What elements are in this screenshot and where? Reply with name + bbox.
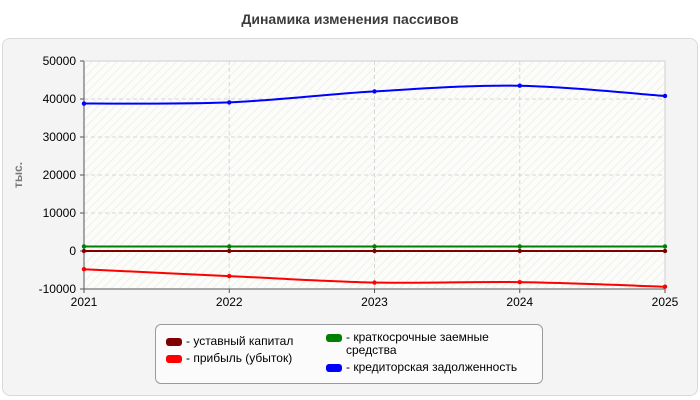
x-tick-label: 2024 [506,295,533,309]
chart-title: Динамика изменения пассивов [241,11,459,27]
data-point [81,244,87,249]
y-tick-label: 40000 [43,92,77,106]
data-point [517,279,522,285]
data-point [227,100,232,105]
data-point [662,248,668,254]
legend-label: - уставный капитал [186,334,294,348]
y-tick-label: 30000 [43,130,77,144]
legend-swatch [326,334,342,342]
chart-legend: - уставный капитал - прибыль (убыток) - … [155,324,543,384]
x-tick-label: 2023 [361,295,388,309]
y-tick-label: -10000 [39,282,77,296]
legend-swatch [166,338,182,346]
data-point [662,93,668,99]
data-point [372,248,377,254]
y-tick-label: 20000 [43,168,77,182]
data-point [662,284,668,289]
x-tick-label: 2025 [652,295,679,309]
legend-label: - кредиторская задолженность [346,360,518,374]
data-point [81,101,87,106]
data-point [517,244,522,249]
legend-swatch [166,355,182,363]
y-axis-label: тыс. [11,162,25,188]
y-tick-label: 0 [69,244,76,258]
data-point [517,83,522,88]
data-point [372,89,377,94]
y-tick-label: 10000 [43,206,77,220]
y-tick-label: 50000 [43,54,77,68]
data-point [517,248,522,254]
data-point [81,267,87,272]
data-point [227,244,232,249]
x-tick-label: 2021 [71,295,98,309]
x-tick-label: 2022 [216,295,243,309]
data-point [81,248,87,254]
series-group [81,83,668,289]
data-point [227,248,232,254]
legend-label: - краткосрочные заемные средства [346,330,489,357]
data-point [227,273,232,279]
legend-label: - прибыль (убыток) [186,351,293,365]
data-point [662,244,668,249]
legend-swatch [326,364,342,372]
data-point [372,244,377,249]
data-point [372,280,377,285]
